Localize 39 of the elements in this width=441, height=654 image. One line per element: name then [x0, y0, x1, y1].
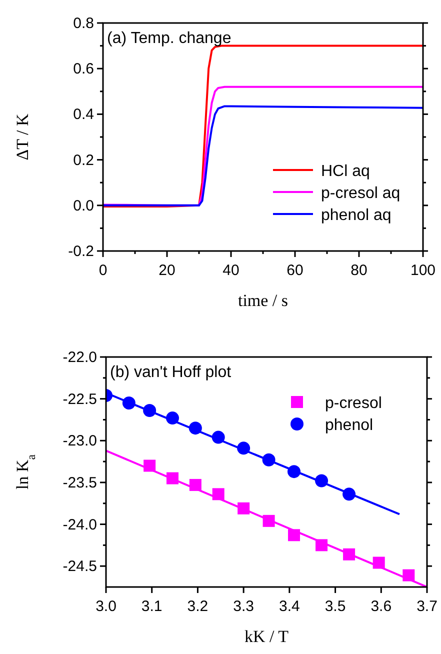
x-tick-label: 0: [98, 262, 108, 279]
x-tick-label: 80: [350, 262, 368, 279]
y-axis-title: ΔT / K: [13, 113, 32, 160]
y-tick-label: 0.4: [73, 106, 94, 124]
legend-label: phenol aq: [321, 207, 392, 224]
y-tick-label: -23.5: [62, 474, 97, 492]
annotation: (a) Temp. change: [107, 30, 232, 47]
line-series: [103, 86, 423, 206]
x-tick-label: 40: [222, 262, 240, 279]
x-tick-label: 3.2: [187, 598, 208, 615]
x-tick-label: 3.4: [279, 598, 300, 615]
annotation: (b) van't Hoff plot: [110, 364, 232, 381]
x-tick-label: 3.1: [141, 598, 162, 615]
x-tick-label: 3.7: [416, 598, 438, 615]
x-tick-label: 100: [410, 262, 436, 279]
y-tick-label: -22.5: [62, 390, 97, 408]
x-tick-label: 3.0: [96, 598, 116, 615]
legend-label: HCl aq: [321, 163, 370, 180]
x-tick-label: 3.5: [324, 598, 346, 615]
x-axis-title: time / s: [238, 291, 288, 310]
line-series: [103, 105, 423, 206]
y-tick-label: -0.2: [68, 243, 94, 260]
line-series: [103, 44, 423, 208]
y-tick-label: 0.6: [73, 60, 94, 78]
y-tick-label: 0.8: [73, 15, 94, 32]
x-tick-label: 60: [286, 262, 304, 279]
y-tick-label: -24.5: [62, 558, 97, 576]
x-tick-label: 20: [158, 262, 176, 279]
x-tick-label: 3.3: [233, 598, 254, 615]
legend-label: phenol: [325, 417, 374, 434]
y-tick-label: 0.0: [73, 197, 94, 214]
x-tick-label: 3.6: [370, 598, 392, 615]
y-tick-label: -23.0: [62, 432, 97, 450]
y-tick-label: -24.0: [62, 516, 97, 534]
y-tick-label: 0.2: [73, 152, 94, 169]
legend-label: p-cresol: [325, 395, 382, 412]
legend-label: p-cresol aq: [321, 185, 400, 202]
y-tick-label: -22.0: [62, 349, 97, 366]
x-axis-title: kK / T: [244, 627, 290, 646]
